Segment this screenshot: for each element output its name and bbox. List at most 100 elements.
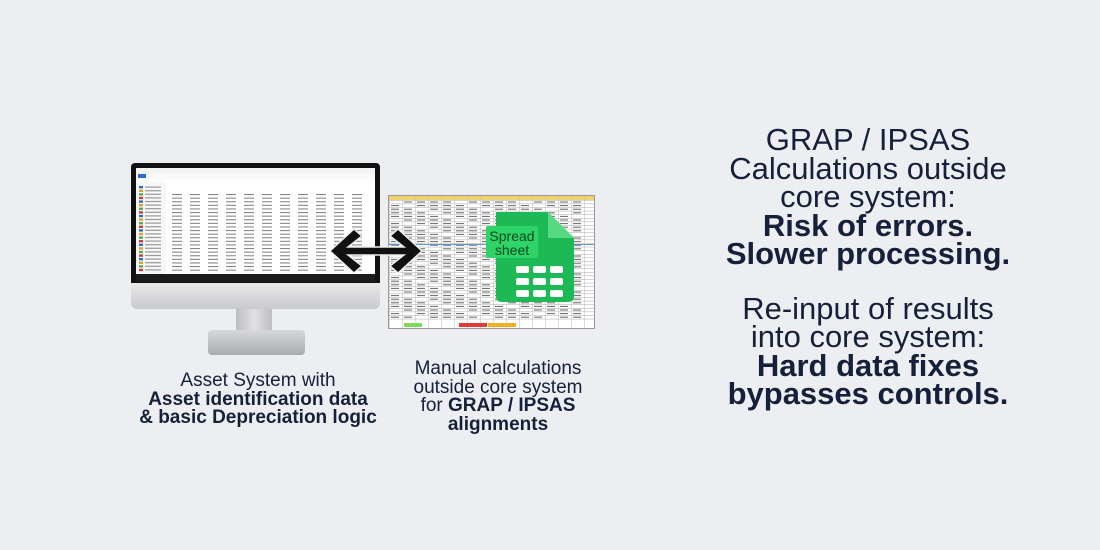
decor-shape — [208, 262, 218, 264]
decor-shape — [389, 293, 594, 295]
decor-shape — [280, 237, 290, 239]
decor-shape — [139, 232, 143, 236]
decor-shape — [417, 295, 425, 297]
decor-shape — [441, 196, 442, 328]
decor-shape — [262, 201, 272, 203]
decor-shape — [456, 233, 464, 235]
decor-shape — [417, 201, 425, 203]
decor-shape — [482, 219, 490, 221]
decor-shape — [172, 258, 182, 260]
decor-shape — [316, 194, 326, 196]
decor-shape — [334, 212, 344, 214]
decor-shape — [417, 241, 425, 243]
decor-shape — [145, 251, 161, 253]
decor-shape — [391, 302, 399, 304]
decor-shape — [573, 277, 581, 279]
decor-shape — [443, 226, 451, 228]
decor-shape — [482, 313, 490, 315]
decor-shape — [139, 265, 143, 268]
decor-shape — [136, 174, 375, 180]
decor-shape — [145, 269, 161, 271]
decor-shape — [352, 197, 362, 199]
decor-shape — [298, 233, 308, 235]
decor-shape — [145, 229, 161, 231]
decor-shape — [172, 255, 182, 257]
decor-shape — [226, 269, 236, 271]
decor-shape — [560, 305, 568, 307]
spreadsheet-icon-label-1: Spread — [489, 228, 534, 244]
decor-shape — [298, 266, 308, 268]
decor-shape — [389, 297, 594, 298]
decor-shape — [139, 218, 143, 221]
decor-shape — [443, 291, 451, 293]
decor-shape — [417, 219, 425, 221]
monitor-base — [208, 330, 305, 355]
spreadsheet-cell-glyph — [550, 278, 563, 285]
spreadsheet-cell-glyph — [516, 266, 529, 273]
decor-shape — [389, 311, 594, 313]
decor-shape — [417, 255, 425, 257]
decor-shape — [316, 201, 326, 203]
decor-shape — [334, 204, 344, 206]
decor-shape — [495, 313, 503, 315]
decor-shape — [280, 248, 290, 250]
decor-shape — [226, 266, 236, 268]
decor-shape — [389, 318, 594, 320]
decor-shape — [244, 222, 254, 224]
decor-shape — [430, 309, 438, 311]
decor-shape — [573, 219, 581, 221]
decor-shape — [244, 204, 254, 206]
decor-shape — [495, 205, 503, 207]
decor-shape — [469, 226, 477, 228]
decor-shape — [430, 259, 438, 261]
decor-shape — [480, 196, 481, 328]
decor-shape — [389, 268, 594, 269]
decor-shape — [482, 273, 490, 275]
decor-shape — [456, 287, 464, 289]
decor-shape — [389, 315, 594, 316]
decor-shape — [172, 215, 182, 217]
decor-shape — [190, 194, 200, 196]
decor-shape — [334, 240, 344, 242]
decor-shape — [456, 241, 464, 243]
decor-shape — [262, 248, 272, 250]
decor-shape — [280, 251, 290, 253]
decor-shape — [391, 280, 399, 282]
decor-shape — [456, 223, 464, 225]
decor-shape — [262, 233, 272, 235]
decor-shape — [443, 212, 451, 214]
decor-shape — [456, 302, 464, 304]
decor-shape — [560, 226, 568, 228]
decor-shape — [298, 269, 308, 271]
decor-shape — [573, 262, 581, 264]
decor-shape — [508, 316, 516, 318]
decor-shape — [316, 237, 326, 239]
decor-shape — [469, 201, 477, 203]
decor-shape — [469, 269, 477, 271]
decor-shape — [145, 258, 161, 260]
decor-shape — [456, 212, 464, 214]
decor-shape — [389, 304, 594, 305]
summary-line: into core system: — [750, 319, 986, 354]
decor-shape — [456, 295, 464, 297]
decor-shape — [560, 215, 568, 217]
decor-shape — [482, 287, 490, 289]
decor-shape — [430, 316, 438, 318]
decor-shape — [334, 269, 344, 271]
decor-shape — [298, 251, 308, 253]
decor-shape — [226, 204, 236, 206]
decor-shape — [389, 290, 594, 291]
decor-shape — [145, 186, 161, 188]
decor-shape — [404, 226, 412, 228]
decor-shape — [244, 262, 254, 264]
decor-shape — [573, 237, 581, 239]
decor-shape — [521, 302, 529, 304]
decor-shape — [560, 208, 568, 210]
decor-shape — [352, 208, 362, 210]
caption-bold-line: Asset identification data — [148, 388, 368, 410]
decor-shape — [417, 233, 425, 235]
decor-shape — [244, 219, 254, 221]
decor-shape — [443, 205, 451, 207]
decor-shape — [443, 230, 451, 232]
decor-shape — [244, 233, 254, 235]
